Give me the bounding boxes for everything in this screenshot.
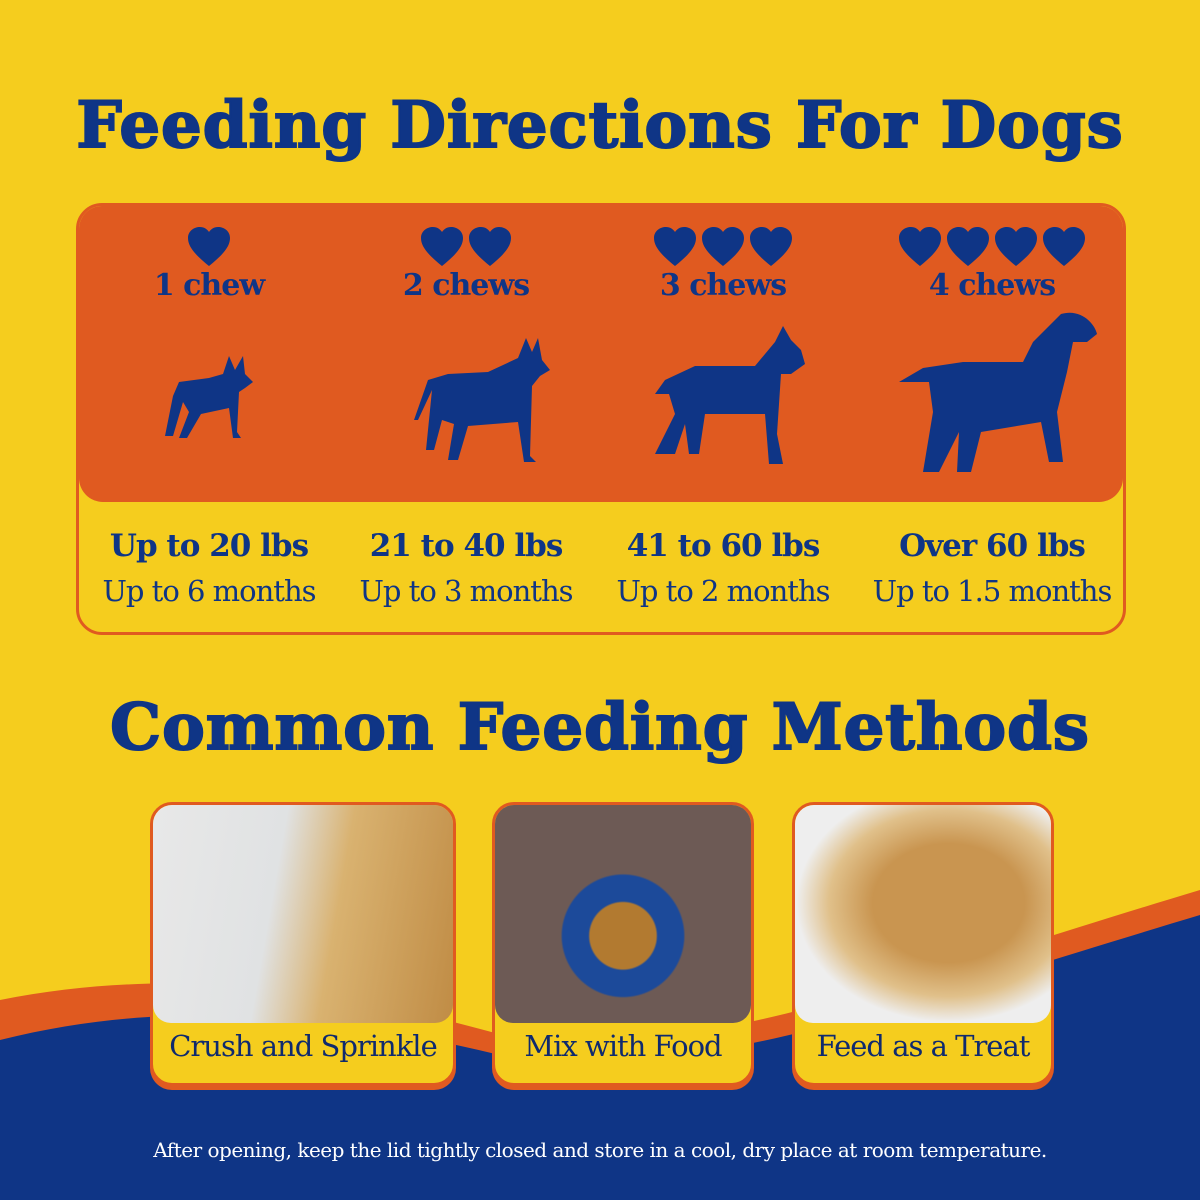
spaniel-silhouette-icon: [899, 312, 1097, 472]
dose-column: 2 chews 21 to 40 lbs Up to 3 months: [336, 206, 596, 632]
method-card-crush: Crush and Sprinkle: [150, 802, 456, 1086]
method-label: Crush and Sprinkle: [169, 1029, 438, 1063]
storage-note: After opening, keep the lid tightly clos…: [153, 1138, 1047, 1162]
method-card-treat: Feed as a Treat: [792, 802, 1054, 1086]
chew-count: 2 chews: [402, 268, 530, 303]
method-label: Feed as a Treat: [816, 1029, 1031, 1063]
chew-count: 4 chews: [928, 268, 1056, 303]
heart-icon: [750, 227, 792, 266]
dose-column: 1 chew Up to 20 lbs Up to 6 months: [79, 206, 339, 632]
heart-icon: [469, 227, 511, 266]
supply-duration: Up to 2 months: [616, 574, 830, 608]
small-dog-silhouette-icon: [165, 356, 253, 438]
dog-treat-photo: [795, 805, 1051, 1023]
weight-range: 41 to 60 lbs: [626, 528, 821, 564]
heart-icon: [947, 227, 989, 266]
hearts: [593, 226, 853, 268]
hearts: [336, 226, 596, 268]
heart-icon: [899, 227, 941, 266]
heart-icon: [995, 227, 1037, 266]
supply-duration: Up to 3 months: [359, 574, 573, 608]
supply-duration: Up to 1.5 months: [872, 574, 1113, 608]
method-card-mix: Mix with Food: [492, 802, 754, 1086]
page-title: Feeding Directions For Dogs: [75, 87, 1124, 164]
schnauzer-silhouette-icon: [655, 326, 805, 464]
dog-eating-bowl-photo: [495, 805, 751, 1023]
dose-column: 4 chews Over 60 lbs Up to 1.5 months: [861, 206, 1123, 632]
weight-range: Over 60 lbs: [899, 528, 1086, 564]
dosage-panel-header: [79, 206, 1123, 502]
dosage-panel: 1 chew Up to 20 lbs Up to 6 months 2 che…: [76, 203, 1126, 635]
hearts: [79, 226, 339, 268]
medium-dog-silhouette-icon: [414, 338, 550, 462]
chew-count: 3 chews: [659, 268, 787, 303]
dog-sniffing-bowl-photo: [153, 805, 453, 1023]
method-label: Mix with Food: [524, 1029, 722, 1063]
heart-icon: [1043, 227, 1085, 266]
supply-duration: Up to 6 months: [102, 574, 316, 608]
chew-count: 1 chew: [153, 268, 265, 303]
heart-icon: [654, 227, 696, 266]
heart-icon: [188, 227, 230, 266]
methods-title: Common Feeding Methods: [109, 689, 1090, 766]
heart-icon: [702, 227, 744, 266]
heart-icon: [421, 227, 463, 266]
dose-column: 3 chews 41 to 60 lbs Up to 2 months: [593, 206, 853, 632]
hearts: [861, 226, 1123, 268]
weight-range: 21 to 40 lbs: [369, 528, 564, 564]
weight-range: Up to 20 lbs: [109, 528, 309, 564]
